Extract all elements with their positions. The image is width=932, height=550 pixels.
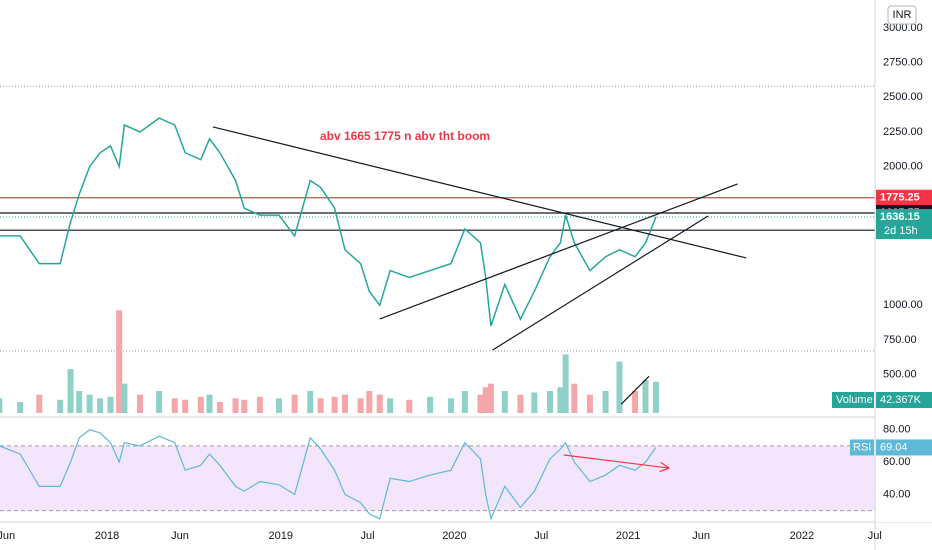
volume-bar — [275, 398, 282, 413]
level-label: 1775.25 — [880, 192, 920, 204]
y-tick-label: 2000.00 — [883, 161, 923, 173]
x-tick-label: Jul — [534, 530, 548, 542]
volume-bar — [307, 391, 314, 413]
volume-bar — [487, 383, 494, 413]
volume-bar — [477, 394, 484, 413]
countdown: 2d 15h — [884, 225, 918, 237]
y-tick-label: 3000.00 — [883, 22, 923, 34]
volume-bar — [616, 361, 623, 413]
volume-bar — [291, 394, 298, 413]
volume-bar — [216, 402, 223, 413]
volume-bar — [357, 398, 364, 413]
price-axis — [875, 0, 932, 522]
x-tick-label: Jul — [868, 530, 882, 542]
volume-bar — [206, 394, 213, 413]
volume-bar — [546, 391, 553, 413]
volume-bar — [67, 369, 74, 413]
volume-bar — [427, 396, 434, 413]
volume-bar — [197, 396, 204, 413]
rsi-line — [0, 429, 657, 521]
volume-bar — [107, 396, 114, 413]
rsi-tick-label: 40.00 — [883, 488, 911, 500]
y-tick-label: 750.00 — [883, 334, 917, 346]
level-label-bg — [876, 189, 932, 206]
volume-bar — [602, 391, 609, 413]
trendline — [620, 375, 650, 405]
y-tick-label: 1000.00 — [883, 299, 923, 311]
volume-bar — [366, 391, 373, 413]
volume-bar — [531, 392, 538, 413]
volume-bar — [171, 398, 178, 413]
trendline — [212, 126, 747, 259]
volume-bar — [121, 383, 128, 413]
volume-bar — [241, 399, 248, 413]
volume-bar — [632, 391, 639, 413]
currency-box — [887, 5, 917, 25]
volume-bar — [116, 310, 123, 413]
currency: INR — [893, 9, 912, 21]
volume-bar — [562, 354, 569, 413]
y-tick-label: 500.00 — [883, 368, 917, 380]
rsi-name: RSI — [853, 441, 871, 453]
volume-bar — [86, 394, 93, 413]
volume-bar — [447, 398, 454, 413]
trendline — [563, 454, 668, 468]
x-tick-label: Jun — [171, 530, 189, 542]
volume-bar — [0, 398, 3, 413]
rsi-tick-label: 60.00 — [883, 456, 911, 468]
rsi-band — [0, 445, 875, 511]
volume-bar — [256, 396, 263, 413]
volume-bar — [571, 383, 578, 413]
current-price-label: 1636.15 — [880, 211, 920, 223]
volume-value-bg — [876, 392, 932, 408]
current-price-label-bg — [876, 209, 932, 240]
volume-name: Volume — [836, 394, 873, 406]
volume-bar — [652, 381, 659, 413]
volume-name-bg — [832, 392, 874, 408]
volume-bar — [557, 387, 564, 413]
trendline — [379, 183, 738, 320]
volume-bar — [406, 399, 413, 413]
volume-bar — [97, 398, 104, 413]
volume-bar — [341, 394, 348, 413]
annotation: abv 1665 1775 n abv tht boom — [320, 129, 490, 143]
volume-bar — [461, 391, 468, 413]
volume-value: 42.367K — [880, 394, 922, 406]
y-tick-label: 2250.00 — [883, 126, 923, 138]
volume-bar — [76, 391, 83, 413]
volume-bar — [232, 398, 239, 413]
volume-bar — [57, 399, 64, 413]
volume-bar — [482, 387, 489, 413]
volume-bar — [36, 394, 43, 413]
trendline — [492, 215, 709, 351]
x-tick-label: Jun — [0, 530, 15, 542]
volume-bar — [17, 402, 24, 413]
volume-bar — [586, 394, 593, 413]
rsi-value-bg — [876, 439, 932, 456]
x-tick-label: Jun — [692, 530, 710, 542]
rsi-name-bg — [850, 439, 874, 456]
volume-bar — [182, 399, 189, 413]
volume-bar — [137, 394, 144, 413]
volume-bar — [642, 380, 649, 413]
volume-bar — [501, 391, 508, 413]
volume-bar — [387, 398, 394, 413]
y-tick-label: 2500.00 — [883, 91, 923, 103]
x-tick-label: 2021 — [616, 530, 640, 542]
volume-bar — [317, 398, 324, 413]
volume-bar — [331, 396, 338, 413]
volume-bar — [517, 394, 524, 413]
volume-bar — [376, 394, 383, 413]
y-tick-label: 2750.00 — [883, 57, 923, 69]
rsi-tick-label: 80.00 — [883, 424, 911, 436]
price-line — [0, 117, 657, 327]
x-tick-label: 2018 — [95, 530, 119, 542]
volume-bar — [156, 391, 163, 413]
x-tick-label: 2020 — [442, 530, 466, 542]
rsi-value: 69.04 — [880, 441, 908, 453]
x-tick-label: Jul — [361, 530, 375, 542]
x-tick-label: 2022 — [790, 530, 814, 542]
x-tick-label: 2019 — [268, 530, 292, 542]
